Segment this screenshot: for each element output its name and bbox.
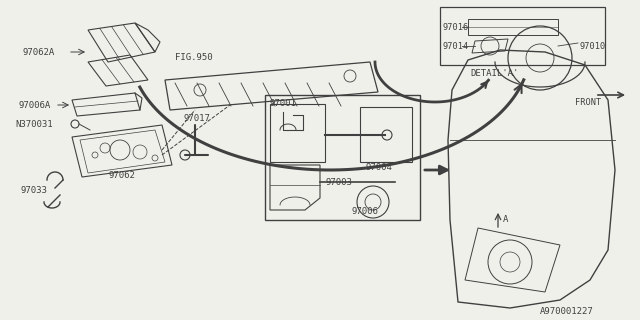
Bar — [270, 104, 325, 162]
Text: 97006: 97006 — [351, 206, 378, 215]
Text: A970001227: A970001227 — [540, 308, 594, 316]
Text: FIG.950: FIG.950 — [175, 52, 212, 61]
Bar — [440, 7, 605, 65]
Bar — [468, 19, 558, 35]
Text: FRONT: FRONT — [575, 98, 601, 107]
Text: 97062: 97062 — [108, 171, 135, 180]
Text: N370031: N370031 — [15, 119, 52, 129]
Text: 97001: 97001 — [269, 99, 296, 108]
Text: 97016: 97016 — [442, 22, 468, 31]
Text: 97010: 97010 — [580, 42, 606, 51]
Text: 97006A: 97006A — [18, 100, 51, 109]
Text: DETAIL'A': DETAIL'A' — [470, 68, 518, 77]
Bar — [265, 95, 420, 220]
Bar — [360, 107, 412, 162]
Text: 97003: 97003 — [325, 178, 352, 187]
Text: 97004: 97004 — [365, 163, 392, 172]
Text: A: A — [503, 215, 508, 225]
Text: 97062A: 97062A — [22, 47, 54, 57]
Text: 97017: 97017 — [183, 114, 210, 123]
Text: 97014: 97014 — [442, 42, 468, 51]
Text: 97033: 97033 — [20, 186, 47, 195]
